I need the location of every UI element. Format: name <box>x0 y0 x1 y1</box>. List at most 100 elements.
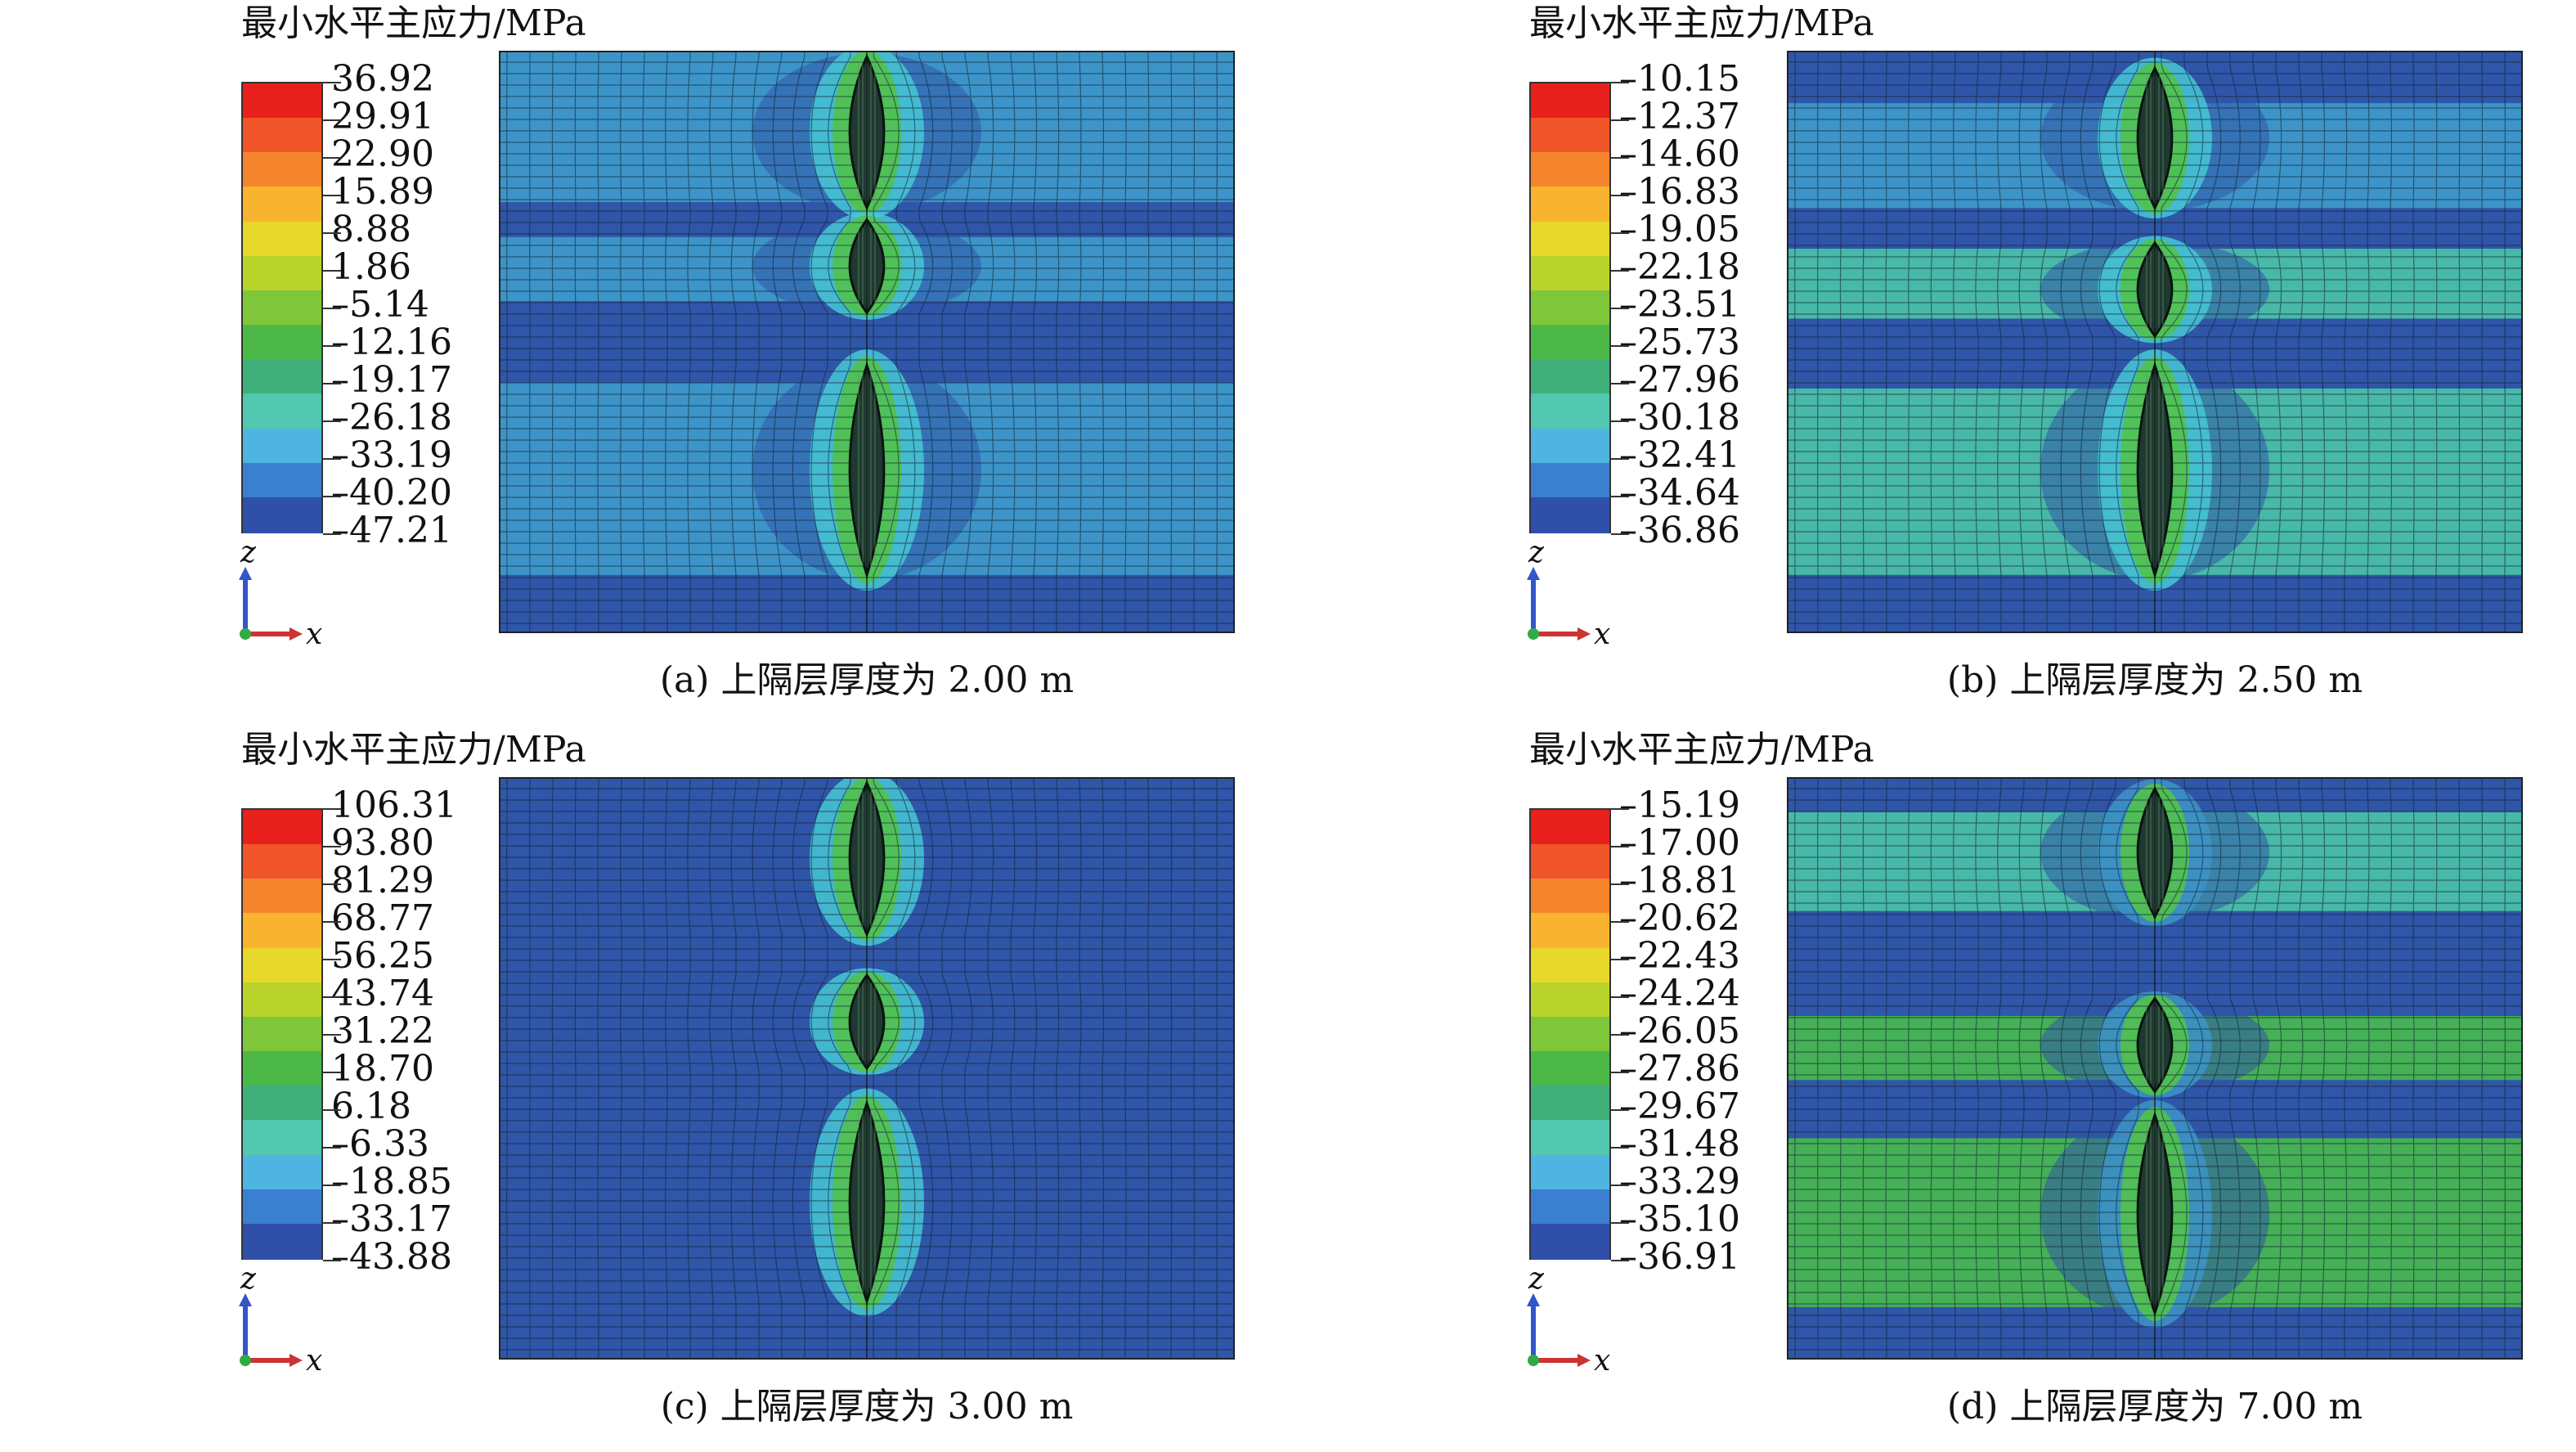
stress-contour-plot <box>499 51 1235 633</box>
legend-value: –5.14 <box>331 284 429 326</box>
legend-tick <box>323 883 341 885</box>
mesh-column <box>1930 777 1933 1360</box>
legend-band <box>243 913 321 950</box>
mesh-column <box>2435 51 2438 633</box>
mesh-column <box>964 777 973 1360</box>
legend-value: 22.90 <box>331 133 434 175</box>
axis-triad-icon: z x <box>239 544 322 650</box>
legend-band <box>243 290 321 326</box>
mesh-column <box>2116 51 2139 633</box>
mesh-column <box>2080 51 2094 633</box>
mesh-column <box>1997 777 2002 1360</box>
mesh-column <box>2116 777 2139 1360</box>
mesh-column <box>665 51 668 633</box>
mesh-column <box>1010 777 1016 1360</box>
mesh-column <box>2040 51 2048 633</box>
axis-x-label: x <box>306 1344 322 1377</box>
mesh-column <box>2390 777 2392 1360</box>
mesh-column <box>2321 777 2326 1360</box>
legend-tick <box>323 533 341 535</box>
legend-tick <box>1611 1072 1629 1073</box>
panel-d: 最小水平主应力/MPa –15.19 –17.00 –18.81 –20.62 –22.… <box>1288 726 2576 1452</box>
legend-value: –26.18 <box>331 397 452 438</box>
mesh-column <box>665 777 668 1360</box>
legend-band <box>1531 497 1609 533</box>
mesh-column <box>2252 777 2261 1360</box>
mesh-column <box>2344 51 2348 633</box>
legend-band <box>1531 1051 1609 1087</box>
legend-value: –47.21 <box>331 510 452 551</box>
legend-band <box>243 982 321 1018</box>
mesh-column <box>642 777 645 1360</box>
legend-tick <box>1611 533 1629 535</box>
legend-value: 93.80 <box>331 822 434 864</box>
legend-band <box>1531 221 1609 258</box>
mesh-column <box>2344 777 2348 1360</box>
mesh-column <box>1124 777 1127 1360</box>
legend-value: 18.70 <box>331 1048 434 1090</box>
mesh-column <box>918 51 934 633</box>
legend-value: 68.77 <box>331 897 434 939</box>
mesh-column <box>551 51 554 633</box>
mesh-column <box>2080 777 2094 1360</box>
legend-tick <box>323 1260 341 1261</box>
legend-band <box>243 1016 321 1053</box>
mesh-column <box>620 777 622 1360</box>
legend-band <box>243 1154 321 1191</box>
legend-tick <box>323 232 341 234</box>
legend-value: –30.18 <box>1619 397 1740 438</box>
mesh-column <box>1862 777 1865 1360</box>
legend-value: –12.16 <box>331 321 452 363</box>
mesh-column <box>772 777 783 1360</box>
legend-value: –26.05 <box>1619 1010 1740 1052</box>
panel-caption: (c) 上隔层厚度为 3.00 m <box>660 1386 1074 1427</box>
legend-band <box>1531 187 1609 223</box>
legend-tick <box>323 808 341 810</box>
mesh-column <box>2206 777 2222 1360</box>
legend-band <box>1531 1086 1609 1122</box>
legend-tick <box>1611 921 1629 923</box>
legend-band <box>1531 1223 1609 1260</box>
legend-value: –6.33 <box>331 1123 429 1165</box>
axis-z-label: z <box>240 544 257 569</box>
mesh-column <box>1839 777 1842 1360</box>
mesh-column <box>687 777 691 1360</box>
mesh-column <box>2298 777 2304 1360</box>
mesh-column <box>2275 51 2282 633</box>
mesh-column <box>772 51 783 633</box>
legend-value: 81.29 <box>331 860 434 901</box>
legend-value: –22.18 <box>1619 246 1740 288</box>
legend-band <box>243 1189 321 1225</box>
mesh-column <box>1953 51 1956 633</box>
mesh-column <box>941 777 953 1360</box>
legend-band <box>243 810 321 846</box>
legend-band <box>243 359 321 396</box>
panel-a: 最小水平主应力/MPa 36.92 29.91 22.90 15.89 8.88 1.86… <box>0 0 1288 726</box>
legend-value: –17.00 <box>1619 822 1740 864</box>
legend-band <box>243 1120 321 1157</box>
mesh-column <box>918 777 934 1360</box>
legend-value: –12.37 <box>1619 96 1740 137</box>
legend-tick <box>1611 82 1629 83</box>
mesh-column <box>2183 51 2204 633</box>
mesh-column <box>1010 51 1016 633</box>
legend-tick <box>323 383 341 384</box>
legend-value: –14.60 <box>1619 133 1740 175</box>
legend-value: –22.43 <box>1619 935 1740 977</box>
mesh-column <box>895 51 916 633</box>
legend-tick <box>323 1034 341 1036</box>
mesh-column <box>2098 51 2116 633</box>
legend-value: 6.18 <box>331 1086 411 1127</box>
legend-colorbar <box>1529 82 1611 533</box>
mesh-column <box>2412 51 2415 633</box>
legend-tick <box>323 82 341 83</box>
axis-x-label: x <box>1594 1344 1610 1377</box>
mesh-column <box>873 777 900 1360</box>
axis-triad-icon: z x <box>1527 544 1610 650</box>
legend-value: –18.81 <box>1619 860 1740 901</box>
axis-z-label: z <box>240 1270 257 1296</box>
mesh-column <box>2040 777 2048 1360</box>
axis-triad-icon: z x <box>1527 1270 1610 1377</box>
panel-c: 最小水平主应力/MPa 106.31 93.80 81.29 68.77 56.25 43… <box>0 726 1288 1452</box>
mesh-column <box>730 51 737 633</box>
